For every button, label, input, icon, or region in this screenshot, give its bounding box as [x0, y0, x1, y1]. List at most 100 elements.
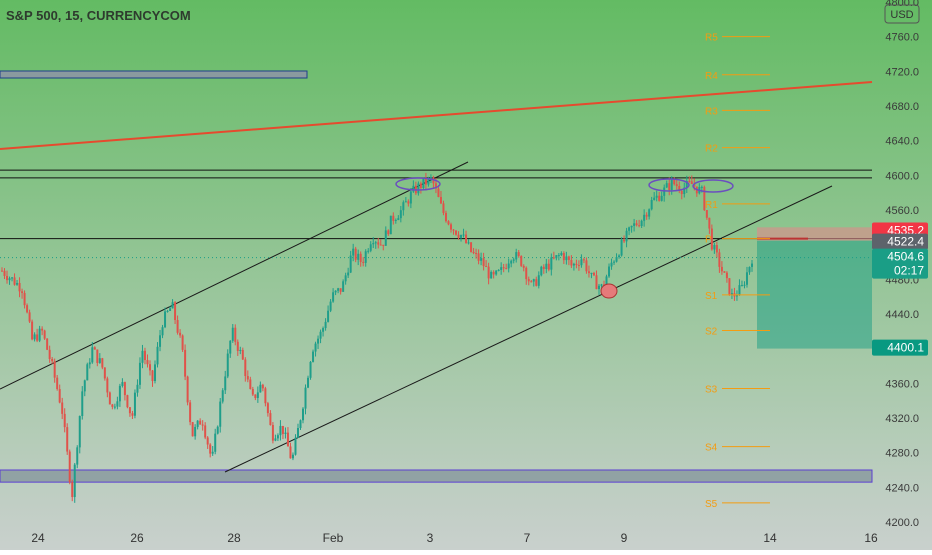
- pivot-label-r2: R2: [705, 144, 718, 155]
- candle-body: [284, 432, 287, 434]
- candle-body: [146, 360, 149, 365]
- candle-body: [389, 215, 392, 235]
- pivot-label-s4: S4: [705, 443, 718, 454]
- candle-body: [31, 321, 34, 340]
- candle-body: [377, 242, 380, 245]
- candle-body: [369, 244, 372, 251]
- candle-body: [56, 377, 59, 390]
- candle-body: [16, 282, 19, 285]
- top-ellipse-1[interactable]: [395, 177, 441, 191]
- candle-body: [517, 252, 520, 256]
- pivot-label-r4: R4: [705, 71, 718, 82]
- candle-body: [128, 407, 131, 414]
- upper-channel-line[interactable]: [0, 161, 469, 390]
- candle-body: [236, 341, 239, 351]
- candle-body: [455, 230, 458, 235]
- candle-body: [655, 195, 658, 198]
- candle-body: [181, 335, 184, 350]
- candle-body: [259, 384, 262, 393]
- candle-body: [597, 285, 600, 290]
- candle-body: [108, 392, 111, 405]
- support-zone-band[interactable]: [0, 469, 873, 483]
- candle-body: [512, 259, 515, 261]
- candle-body: [723, 271, 726, 273]
- candle-body: [241, 349, 244, 360]
- candle-body: [587, 271, 590, 274]
- candle-body: [159, 335, 162, 347]
- price-tick-label: 4720.0: [885, 66, 919, 78]
- top-ellipse-2[interactable]: [648, 178, 690, 192]
- candle-body: [600, 284, 603, 286]
- top-ellipse-3[interactable]: [692, 179, 734, 193]
- candle-body: [650, 200, 653, 210]
- candle-body: [332, 292, 335, 302]
- candle-body: [705, 210, 708, 218]
- candle-body: [337, 288, 340, 291]
- candle-body: [53, 361, 56, 378]
- time-tick-label: 16: [864, 531, 878, 545]
- candle-body: [492, 271, 495, 275]
- candle-body: [226, 353, 229, 377]
- target-price-tag-box: [872, 339, 928, 356]
- candle-body: [201, 424, 204, 426]
- candle-body: [429, 177, 432, 179]
- candle-body: [76, 447, 79, 465]
- candle-body: [229, 340, 232, 354]
- candle-body: [307, 377, 310, 388]
- candle-body: [239, 349, 242, 351]
- candle-body: [630, 225, 633, 228]
- candle-body: [567, 256, 570, 260]
- candle-body: [164, 311, 167, 328]
- candle-body: [545, 263, 548, 269]
- candle-body: [123, 382, 126, 396]
- candle-body: [126, 395, 129, 408]
- candle-body: [319, 331, 322, 339]
- candle-body: [317, 338, 320, 344]
- candle-body: [615, 257, 618, 262]
- currency-button[interactable]: [884, 4, 920, 24]
- candlestick-series: [1, 172, 753, 503]
- candle-body: [555, 255, 558, 259]
- candle-body: [522, 265, 525, 268]
- drawing-rectangle[interactable]: [0, 70, 308, 79]
- candle-body: [224, 376, 227, 391]
- candle-body: [575, 263, 578, 266]
- candle-body: [643, 214, 646, 221]
- candle-body: [206, 437, 209, 445]
- candle-body: [557, 255, 560, 257]
- candle-body: [256, 392, 259, 398]
- candle-body: [728, 278, 731, 295]
- candle-body: [424, 177, 427, 185]
- candle-body: [658, 195, 661, 201]
- take-profit-zone: [757, 240, 872, 349]
- candle-body: [143, 350, 146, 361]
- candle-body: [688, 180, 691, 182]
- candle-body: [189, 402, 192, 423]
- candle-body: [475, 253, 478, 255]
- candle-body: [111, 404, 114, 407]
- candle-body: [502, 267, 505, 269]
- candle-body: [740, 285, 743, 287]
- lower-channel-line[interactable]: [224, 185, 833, 473]
- candle-body: [362, 261, 365, 263]
- candle-body: [63, 413, 66, 428]
- candle-body: [422, 177, 425, 188]
- candle-body: [530, 281, 533, 283]
- candle-body: [638, 225, 641, 227]
- candle-body: [234, 327, 237, 342]
- candle-body: [38, 328, 41, 341]
- candle-body: [73, 464, 76, 498]
- time-axis[interactable]: 24 26 28 Feb 3 7 9 14 16: [31, 531, 878, 545]
- touch-point-marker[interactable]: [600, 283, 618, 299]
- candle-body: [18, 282, 21, 292]
- candle-body: [276, 435, 279, 439]
- candle-body: [384, 230, 387, 246]
- candle-body: [88, 362, 91, 365]
- pivot-label-s2: S2: [705, 326, 718, 337]
- candle-body: [477, 253, 480, 261]
- candle-body: [560, 253, 563, 256]
- resistance-trend-line[interactable]: [0, 81, 873, 150]
